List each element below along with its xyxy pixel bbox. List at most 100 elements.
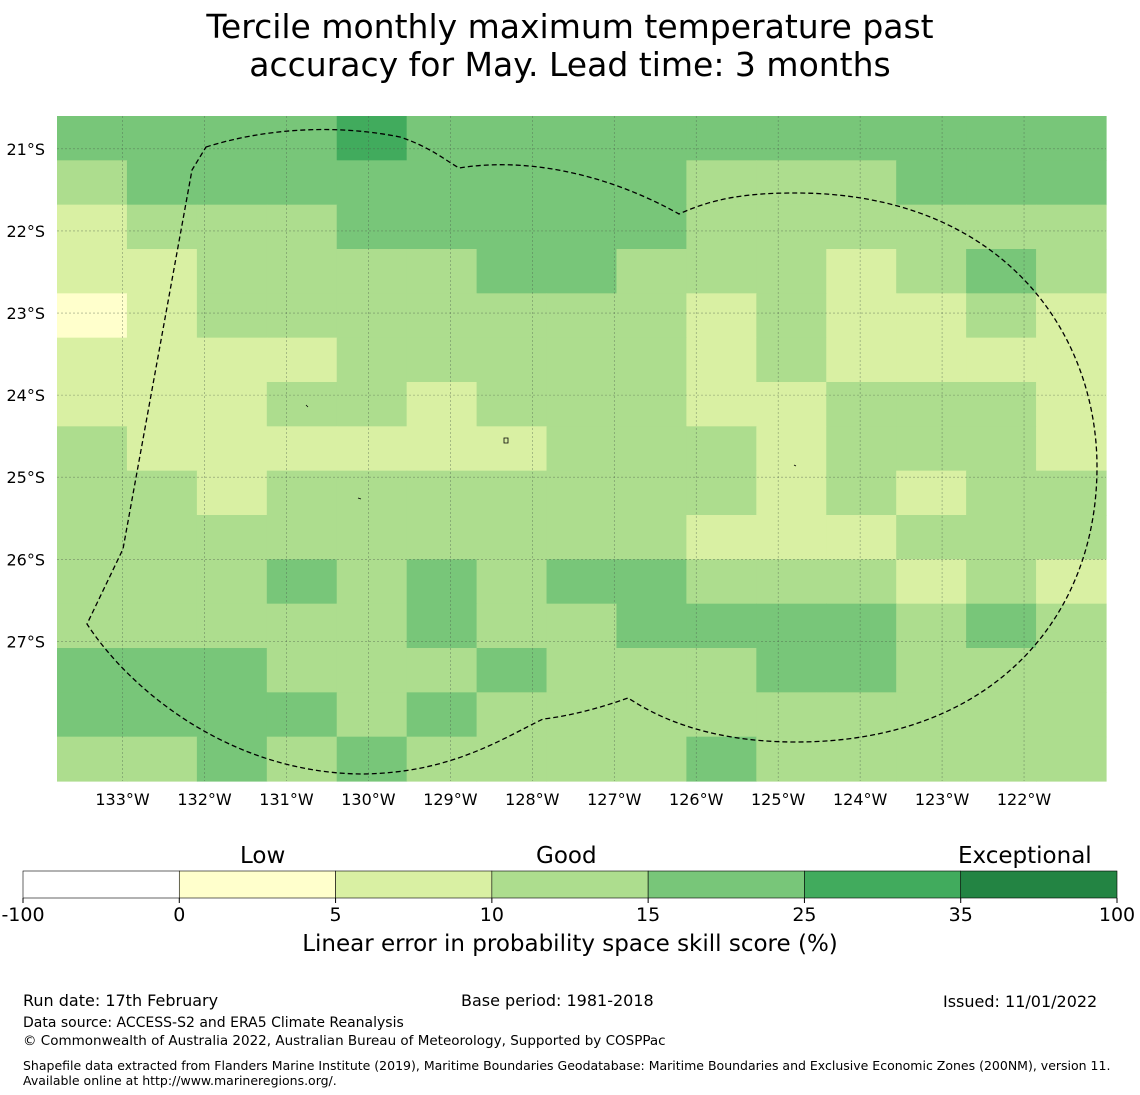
title-line-1: Tercile monthly maximum temperature past — [206, 7, 934, 46]
longitude-label: 131°W — [259, 790, 314, 809]
grid-cell — [126, 160, 198, 206]
grid-cell — [196, 249, 268, 294]
grid-cell — [756, 249, 827, 294]
grid-cell — [966, 559, 1037, 605]
grid-cell — [896, 160, 967, 206]
grid-cell — [476, 426, 548, 472]
grid-cell — [546, 116, 618, 161]
grid-cell — [966, 692, 1037, 738]
grid-cell — [336, 515, 408, 560]
colorbar-tick-label: 35 — [949, 904, 973, 926]
grid-cell — [686, 736, 757, 782]
grid-cell — [686, 559, 757, 605]
grid-cell — [966, 736, 1037, 782]
grid-cell — [756, 648, 827, 693]
longitude-label: 127°W — [587, 790, 642, 809]
colorbar-axis-title: Linear error in probability space skill … — [302, 931, 838, 957]
grid-cell — [1036, 337, 1107, 383]
grid-cell — [406, 116, 478, 161]
grid-cell — [826, 204, 897, 250]
grid-cell — [896, 337, 967, 383]
latitude-label: 24°S — [6, 386, 45, 405]
colorbar: -100 0 5 10 15 25 35 100 — [1, 870, 1135, 926]
longitude-label: 130°W — [341, 790, 396, 809]
grid-cell — [686, 648, 757, 693]
grid-cell — [476, 692, 548, 738]
longitude-label: 128°W — [505, 790, 560, 809]
latitude-label: 26°S — [6, 550, 45, 569]
grid-cell — [57, 648, 128, 693]
grid-cell — [406, 293, 478, 339]
grid-cell — [826, 470, 897, 516]
grid-cell — [756, 204, 827, 250]
grid-cell — [57, 692, 128, 738]
grid-cell — [336, 692, 408, 738]
grid-cell — [826, 116, 897, 161]
grid-cell — [756, 692, 827, 738]
grid-cell — [546, 603, 618, 649]
grid-cell — [266, 736, 338, 782]
grid-cell — [266, 382, 338, 427]
grid-cell — [196, 382, 268, 427]
grid-cell — [57, 559, 128, 605]
grid-cell — [476, 470, 548, 516]
grid-cell — [406, 382, 478, 427]
grid-cell — [756, 470, 827, 516]
grid-cell — [126, 692, 198, 738]
grid-cell — [616, 116, 687, 161]
grid-cell — [336, 204, 408, 250]
grid-cell — [266, 293, 338, 339]
grid-cell — [686, 382, 757, 427]
grid-cell — [966, 515, 1037, 560]
grid-cell — [406, 648, 478, 693]
grid-cell — [406, 160, 478, 206]
copyright: © Commonwealth of Australia 2022, Austra… — [23, 1033, 666, 1049]
grid-cell — [196, 204, 268, 250]
grid-cell — [686, 249, 757, 294]
grid-cell — [336, 249, 408, 294]
grid-cell — [896, 736, 967, 782]
data-source: Data source: ACCESS-S2 and ERA5 Climate … — [23, 1015, 404, 1031]
grid-cell — [966, 160, 1037, 206]
grid-cell — [57, 116, 128, 161]
grid-cell — [266, 515, 338, 560]
grid-cell — [336, 116, 408, 161]
grid-cell — [336, 293, 408, 339]
grid-cell — [57, 515, 128, 560]
grid-cell — [336, 337, 408, 383]
grid-cell — [826, 515, 897, 560]
grid-cell — [966, 470, 1037, 516]
grid-cell — [756, 559, 827, 605]
grid-cell — [57, 426, 128, 472]
grid-cell — [196, 337, 268, 383]
grid-cell — [126, 648, 198, 693]
grid-cell — [476, 603, 548, 649]
grid-cell — [406, 426, 478, 472]
grid-cell — [686, 160, 757, 206]
grid-cell — [616, 736, 687, 782]
grid-cell — [266, 249, 338, 294]
grid-cell — [1036, 204, 1107, 250]
colorbar-tick-label: 10 — [480, 904, 504, 926]
colorbar-segment — [960, 870, 1118, 899]
grid-cell — [406, 559, 478, 605]
grid-cell — [546, 337, 618, 383]
grid-cell — [196, 116, 268, 161]
grid-cell — [896, 293, 967, 339]
grid-cell — [57, 293, 128, 339]
grid-cell — [406, 515, 478, 560]
grid-cell — [616, 426, 687, 472]
grid-cell — [196, 160, 268, 206]
grid-cell — [336, 648, 408, 693]
grid-cell — [546, 382, 618, 427]
grid-cell — [336, 382, 408, 427]
grid-cell — [826, 736, 897, 782]
grid-cell — [406, 204, 478, 250]
latitude-label: 21°S — [6, 140, 45, 159]
grid-cell — [966, 603, 1037, 649]
grid-cell — [546, 293, 618, 339]
grid-cell — [196, 648, 268, 693]
grid-cell — [616, 249, 687, 294]
latitude-label: 25°S — [6, 468, 45, 487]
grid-cell — [896, 515, 967, 560]
